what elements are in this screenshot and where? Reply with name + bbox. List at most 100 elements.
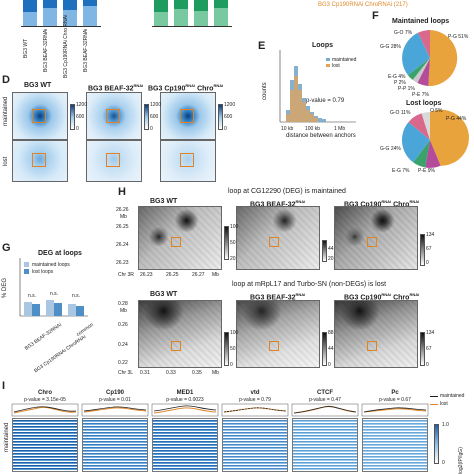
panel-label-d: D bbox=[2, 74, 10, 86]
h-bot-cbar-1 bbox=[224, 332, 229, 366]
i-med1-title: MED1 bbox=[176, 390, 194, 396]
h-bot-cb1-c: 0 bbox=[230, 362, 233, 368]
h-top-cb2-b: 20 bbox=[328, 256, 334, 262]
d-col-1: BG3 WT bbox=[24, 82, 52, 89]
h-top-map-cp190 bbox=[334, 206, 418, 270]
panel-label-g: G bbox=[2, 242, 11, 254]
h-top-cb2-a: 44 bbox=[328, 246, 334, 252]
d-heatmap-wt-maintained bbox=[12, 92, 68, 140]
top-bar-label-4: BG3 BEAF-32RNAi bbox=[83, 28, 89, 72]
g-title: DEG at loops bbox=[38, 250, 82, 257]
h-bot-ytick-mb: Mb bbox=[120, 308, 127, 314]
d-col-3: BG3 Cp190RNAi ChroRNAi bbox=[148, 83, 224, 93]
d-row-lost: lost bbox=[3, 156, 9, 166]
d-colorbar-3 bbox=[218, 104, 223, 130]
h-top-xtick-2: 26.25 bbox=[166, 272, 179, 278]
h-top-map-wt bbox=[138, 206, 222, 270]
g-legend-maintained-swatch bbox=[24, 262, 29, 267]
e-xtick-10kb: 10 kb bbox=[281, 126, 294, 132]
h-top-cb1-b: 50 bbox=[230, 240, 236, 246]
h-bot-map-beaf bbox=[236, 300, 320, 368]
g-legend-lost-swatch bbox=[24, 269, 29, 274]
h-bot-cb1-a: 100 bbox=[230, 330, 239, 336]
i-vtd-title: vtd bbox=[250, 390, 260, 396]
i-track-ctcf: CTCF p-value = 0.47 bbox=[291, 390, 359, 472]
h-top-cb3-a: 134 bbox=[426, 232, 435, 238]
i-cb-label: log2(IP/IgG) bbox=[458, 447, 464, 474]
h-bot-cb3-a: 134 bbox=[426, 330, 435, 336]
f-l-eg: E-G 7% bbox=[392, 168, 410, 174]
panel-label-f: F bbox=[372, 10, 379, 22]
i-legend-lost-line bbox=[430, 404, 438, 405]
h-top-cb3-b: 67 bbox=[426, 246, 432, 252]
h-top-cb1-a: 100 bbox=[230, 224, 239, 230]
h-title-top: loop at CG12290 (DEG) is maintained bbox=[228, 188, 346, 195]
top-bar-chart-left bbox=[3, 0, 115, 32]
panel-label-e: E bbox=[258, 40, 266, 52]
f-l-pg: P-G 44% bbox=[446, 116, 467, 122]
e-xtick-100kb: 100 kb bbox=[305, 126, 321, 132]
top-bar-label-1: BG3 WT bbox=[23, 38, 29, 58]
g-legend-lost: lost loops bbox=[32, 269, 54, 275]
i-pc-pvalue: p-value = 0.67 bbox=[379, 397, 411, 403]
h-top-ytick-4: 26.23 bbox=[116, 260, 129, 266]
d-cb3-tick-bot: 0 bbox=[224, 126, 227, 132]
g-ns-2: n.s. bbox=[50, 291, 59, 297]
f-maintained-title: Maintained loops bbox=[392, 18, 450, 25]
h-bot-ytick-2: 0.26 bbox=[118, 322, 128, 328]
f-m-gg: G-G 28% bbox=[380, 44, 401, 50]
i-cb-top: 1.0 bbox=[442, 422, 449, 428]
h-bot-cb2-c: 0 bbox=[328, 362, 331, 368]
e-legend-lost: lost bbox=[332, 63, 340, 69]
h-top-cbar-3 bbox=[420, 234, 425, 266]
i-track-chro: Chro p-value = 3.15e-05 bbox=[11, 390, 79, 472]
e-legend-maintained: maintained bbox=[332, 57, 357, 63]
h-bot-col-3: BG3 Cp190RNAi ChroRNAi bbox=[344, 292, 420, 302]
i-colorbar bbox=[434, 424, 439, 464]
d-cb3-tick-mid: 600 bbox=[224, 114, 233, 120]
f-l-o: O 5% bbox=[430, 108, 443, 114]
h-bot-cb3-b: 67 bbox=[426, 346, 432, 352]
h-top-cbar-1 bbox=[224, 226, 229, 260]
f-pie-lost bbox=[401, 109, 469, 168]
h-bot-cb2-b: 44 bbox=[328, 346, 334, 352]
h-top-cbar-2 bbox=[322, 240, 327, 262]
panel-label-i: I bbox=[2, 380, 6, 392]
i-track-vtd: vtd p-value = 0.79 bbox=[221, 390, 289, 472]
e-histogram bbox=[279, 50, 356, 123]
d-heatmap-cp190-lost bbox=[160, 140, 216, 182]
h-bot-ytick-1: 0.28 bbox=[118, 301, 128, 307]
f-m-p: P 2% bbox=[394, 80, 406, 86]
i-legend-lost: lost bbox=[440, 401, 448, 407]
h-bot-cbar-3 bbox=[420, 332, 425, 366]
h-bot-map-cp190 bbox=[334, 300, 418, 368]
d-heatmap-beaf-maintained bbox=[86, 92, 142, 140]
d-row-maintained: maintained bbox=[3, 96, 9, 126]
h-top-cb1-c: 20 bbox=[230, 256, 236, 262]
h-bot-map-wt bbox=[138, 300, 222, 368]
h-bot-xtick-2: 0.33 bbox=[166, 370, 176, 376]
e-ylabel: counts bbox=[262, 82, 268, 100]
g-cat-1: BG3 BEAF-32RNAi bbox=[23, 322, 63, 352]
h-top-col-3: BG3 Cp190RNAi ChroRNAi bbox=[344, 199, 420, 209]
i-vtd-pvalue: p-value = 0.79 bbox=[239, 397, 271, 403]
h-bot-xtick-3: 0.35 bbox=[192, 370, 202, 376]
h-title-bottom: loop at mRpL17 and Turbo-SN (non-DEGs) i… bbox=[232, 281, 387, 288]
i-track-med1: MED1 p-value = 0.0023 bbox=[151, 390, 219, 472]
h-bot-xtick-mb: Mb bbox=[212, 370, 219, 376]
h-top-col-2: BG3 BEAF-32RNAi bbox=[250, 199, 306, 209]
i-chro-title: Chro bbox=[38, 390, 52, 396]
d-cb2-tick-mid: 600 bbox=[150, 114, 159, 120]
d-cb1-tick-bot: 0 bbox=[76, 126, 79, 132]
f-l-gg: G-G 24% bbox=[380, 146, 401, 152]
e-title: Loops bbox=[312, 42, 333, 49]
g-legend-maintained: maintained loops bbox=[32, 262, 70, 268]
h-bot-col-2: BG3 BEAF-32RNAi bbox=[250, 292, 306, 302]
d-cb3-tick-top: 1200 bbox=[224, 102, 236, 108]
f-m-eg: E-G 4% bbox=[388, 74, 406, 80]
d-colorbar-2 bbox=[144, 104, 149, 130]
d-col-2: BG3 BEAF-32RNAi bbox=[88, 83, 144, 93]
top-bar-label-3: BG3 Cp190RNAi Chro RNAi bbox=[63, 14, 69, 78]
h-bot-cb3-c: 0 bbox=[426, 362, 429, 368]
i-legend-maintained-line bbox=[430, 396, 438, 397]
